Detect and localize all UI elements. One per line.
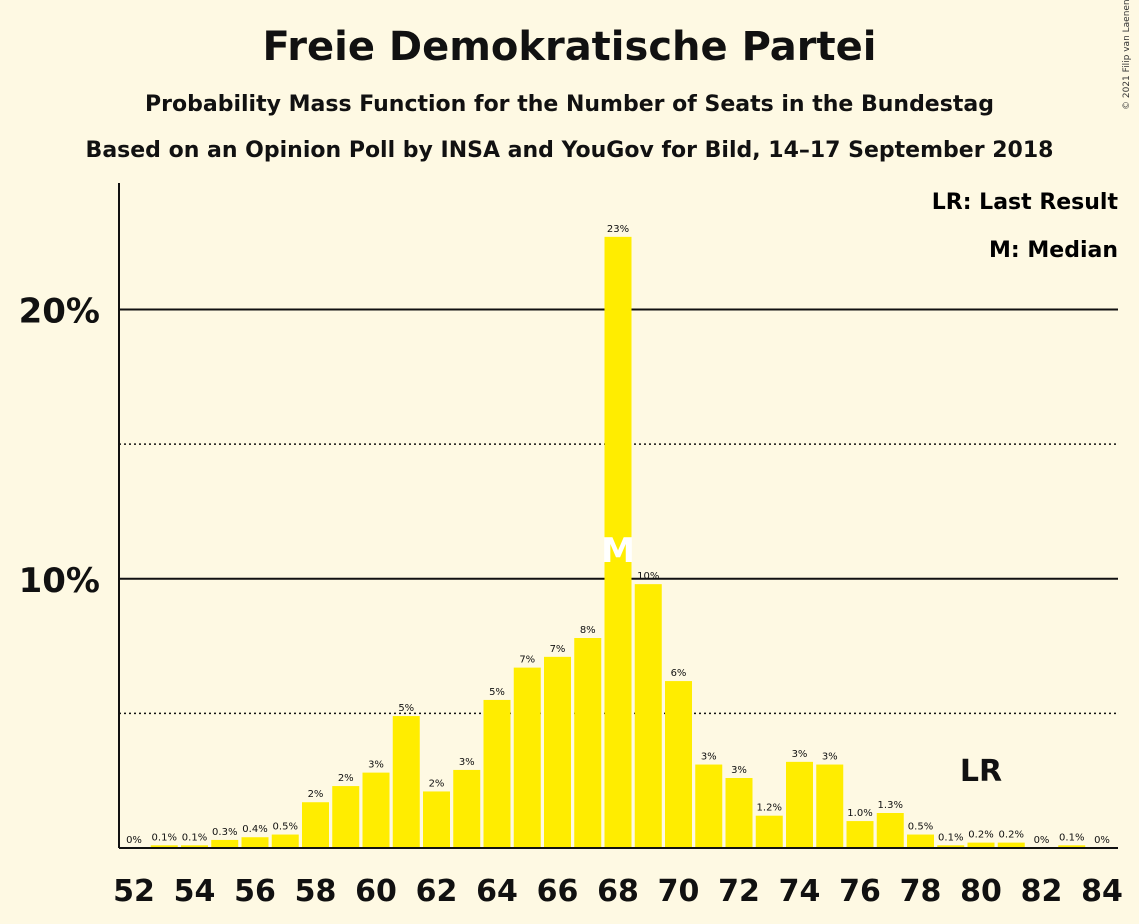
bar: [907, 834, 934, 848]
bar: [816, 764, 844, 848]
bar-value-label: 1.2%: [757, 803, 782, 814]
bar: [574, 638, 602, 848]
bar: [271, 834, 299, 848]
y-tick-label: 20%: [19, 292, 100, 332]
bar-value-label: 0%: [126, 835, 142, 846]
bar-value-label: 2%: [429, 778, 445, 789]
bar-value-label: 7%: [550, 644, 566, 655]
bar-value-label: 1.3%: [878, 800, 903, 811]
bar-value-label: 3%: [368, 760, 384, 771]
bar-value-label: 8%: [580, 625, 596, 636]
x-tick-label: 62: [416, 874, 458, 909]
x-tick-label: 80: [960, 874, 1002, 909]
bar: [241, 837, 269, 848]
bar: [997, 842, 1025, 848]
bar-value-label: 5%: [398, 703, 414, 714]
bar: [483, 699, 511, 848]
bar: [876, 813, 904, 848]
bar: [695, 764, 723, 848]
bar-value-label: 3%: [731, 765, 747, 776]
x-tick-label: 58: [295, 874, 337, 909]
x-tick-label: 60: [355, 874, 397, 909]
bar: [665, 681, 692, 848]
bar-value-label: 1.0%: [847, 808, 872, 819]
bar: [150, 845, 178, 848]
bar-value-label: 0.1%: [938, 832, 963, 843]
x-tick-label: 64: [476, 874, 518, 909]
value-labels: 0% 0.1% 0.1% 0.3% 0.4% 0.5% 2% 2% 3% 5% 2% 3% 5% 7% 7%…: [126, 224, 1110, 846]
last-result-marker: LR: [960, 754, 1002, 789]
bar-value-label: 3%: [701, 752, 717, 763]
bar: [302, 802, 329, 848]
chart-subtitle: Probability Mass Function for the Number…: [145, 92, 994, 117]
bar-value-label: 7%: [519, 655, 535, 666]
x-tick-label: 74: [779, 874, 821, 909]
bar: [362, 772, 390, 848]
bar-value-label: 0.4%: [242, 824, 267, 835]
bar-value-label: 0%: [1094, 835, 1110, 846]
bar: [544, 656, 571, 848]
bar-value-label: 2%: [308, 789, 324, 800]
bar-value-label: 3%: [792, 749, 808, 760]
bar-value-label: 0.2%: [999, 830, 1024, 841]
chart-source-subtitle: Based on an Opinion Poll by INSA and You…: [85, 138, 1054, 163]
legend-last-result: LR: Last Result: [932, 190, 1119, 215]
x-tick-label: 84: [1081, 874, 1123, 909]
bar: [725, 778, 753, 848]
bar-value-label: 0.2%: [968, 830, 993, 841]
x-tick-label: 52: [113, 874, 155, 909]
bar: [967, 842, 995, 848]
bar-value-label: 0.5%: [273, 822, 298, 833]
axes: 10% 20% 52 54 56 58 60 62 64 66 68 70 72 74 76 78 80 82 84: [19, 183, 1123, 909]
bar-value-label: 0.5%: [908, 822, 933, 833]
bar: [392, 716, 420, 848]
bar: [453, 769, 481, 848]
x-tick-label: 56: [234, 874, 276, 909]
x-tick-label: 76: [839, 874, 881, 909]
bar: [846, 821, 874, 848]
bar-value-label: 0.1%: [182, 832, 207, 843]
bar: [181, 845, 208, 848]
bar: [423, 791, 450, 848]
bar: [211, 839, 239, 848]
bar-value-label: 0%: [1034, 835, 1050, 846]
median-marker: M: [601, 531, 635, 571]
bar: [513, 667, 541, 848]
bar-value-label: 3%: [459, 757, 475, 768]
bar-value-label: 2%: [338, 773, 354, 784]
bar-value-label: 10%: [637, 571, 659, 582]
x-tick-label: 54: [174, 874, 216, 909]
x-tick-label: 70: [658, 874, 700, 909]
bar-value-label: 3%: [822, 752, 838, 763]
bar-value-label: 0.1%: [1059, 832, 1084, 843]
x-tick-label: 82: [1021, 874, 1063, 909]
x-tick-label: 72: [718, 874, 760, 909]
bar-value-label: 0.3%: [212, 827, 237, 838]
bar: [937, 845, 965, 848]
chart-title: Freie Demokratische Partei: [262, 24, 877, 70]
bar: [755, 815, 783, 848]
x-tick-label: 66: [537, 874, 579, 909]
bar: [1058, 845, 1086, 848]
x-tick-label: 78: [900, 874, 942, 909]
bar-value-label: 6%: [671, 668, 687, 679]
bar: [604, 236, 632, 848]
bar-value-label: 0.1%: [152, 832, 177, 843]
bar-value-label: 23%: [607, 224, 629, 235]
bar: [634, 584, 662, 848]
bar-value-label: 5%: [489, 687, 505, 698]
bars: [150, 236, 1086, 848]
y-tick-label: 10%: [19, 561, 100, 601]
legend-median: M: Median: [989, 238, 1118, 263]
x-tick-label: 68: [597, 874, 639, 909]
bar: [786, 761, 813, 848]
bar: [332, 786, 360, 848]
